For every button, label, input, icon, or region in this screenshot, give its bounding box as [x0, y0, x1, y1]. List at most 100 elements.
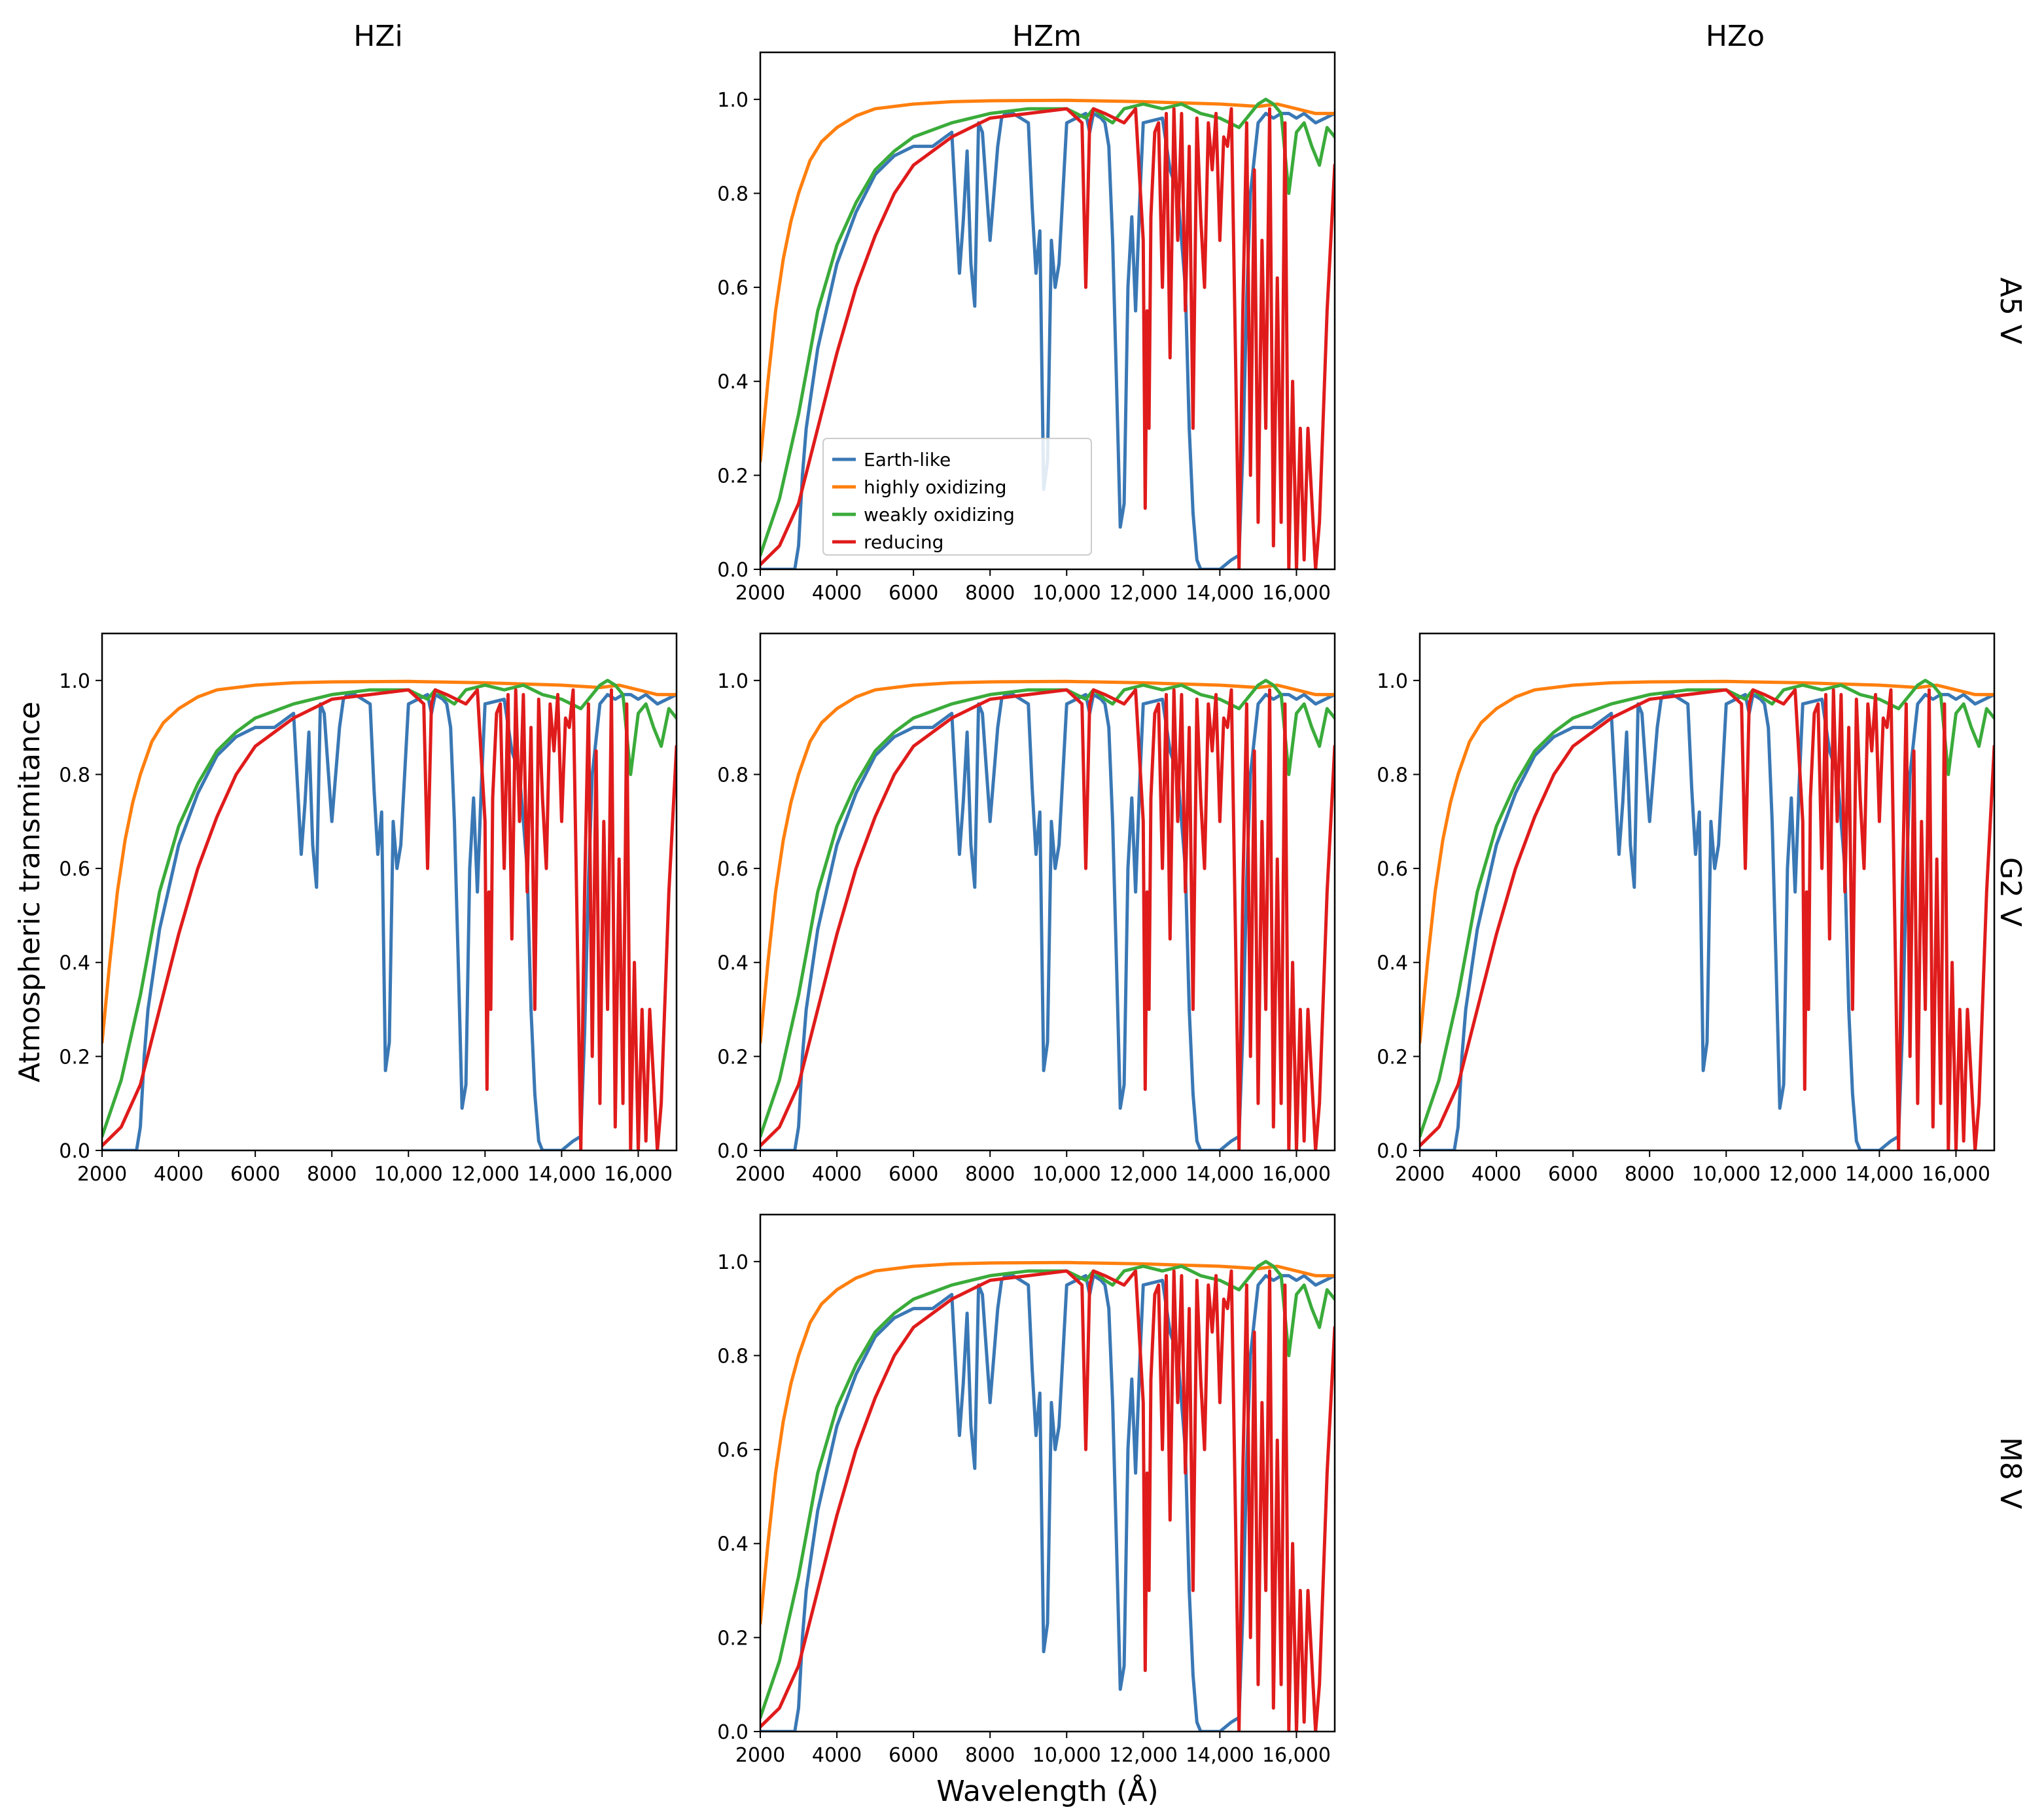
y-tick-label: 0.4	[59, 952, 90, 975]
x-tick-label: 10,000	[1032, 582, 1101, 605]
x-axis-label: Wavelength (Å)	[936, 1773, 1158, 1808]
x-tick-label: 16,000	[1922, 1163, 1990, 1186]
x-tick-label: 4000	[812, 1163, 862, 1186]
series-line-reducing	[1420, 688, 1994, 1150]
x-tick-label: 14,000	[527, 1163, 596, 1186]
x-tick-label: 16,000	[1262, 1744, 1331, 1767]
legend-entry: Earth-like	[864, 449, 951, 471]
y-tick-label: 0.2	[717, 1046, 749, 1069]
column-title-hzi: HZi	[353, 20, 402, 53]
legend-entry: reducing	[864, 531, 943, 553]
x-tick-label: 16,000	[1262, 582, 1331, 605]
row-title-a5-v: A5 V	[1994, 277, 2027, 344]
series-group	[102, 679, 677, 1150]
x-tick-label: 14,000	[1845, 1163, 1914, 1186]
y-tick-label: 0.8	[59, 764, 90, 787]
row-title-m8-v: M8 V	[1994, 1437, 2027, 1509]
x-tick-label: 4000	[812, 582, 862, 605]
y-tick-label: 0.0	[1377, 1140, 1408, 1163]
series-line-weakly-oxidizing	[102, 679, 677, 1138]
y-tick-label: 0.4	[717, 952, 749, 975]
series-group	[760, 98, 1335, 569]
axes-frame	[759, 632, 1336, 1152]
column-title-hzo: HZo	[1706, 20, 1765, 53]
y-tick-label: 0.0	[717, 1721, 749, 1744]
series-line-reducing	[760, 107, 1335, 569]
x-tick-label: 8000	[965, 582, 1015, 605]
y-tick-label: 0.6	[717, 858, 749, 881]
x-tick-label: 4000	[1471, 1163, 1521, 1186]
y-tick-label: 0.4	[717, 371, 749, 394]
legend-entry: highly oxidizing	[864, 476, 1006, 498]
series-line-weakly-oxidizing	[760, 1260, 1335, 1719]
x-tick-label: 6000	[889, 1744, 938, 1767]
x-tick-label: 14,000	[1186, 1163, 1254, 1186]
series-group	[760, 679, 1335, 1150]
x-tick-label: 8000	[1625, 1163, 1674, 1186]
x-tick-label: 8000	[307, 1163, 357, 1186]
y-tick-label: 0.0	[717, 559, 749, 582]
y-tick-label: 0.4	[717, 1533, 749, 1556]
legend-box	[822, 438, 1092, 556]
figure-layer: HZi HZm HZo A5 V G2 V M8 V Atmospheric transmi…	[13, 20, 2027, 1808]
x-tick-label: 10,000	[1032, 1163, 1101, 1186]
y-tick-label: 0.6	[717, 1439, 749, 1462]
x-tick-label: 16,000	[1262, 1163, 1331, 1186]
series-line-highly-oxidizing	[760, 1260, 1335, 1626]
panel-g2v-hzo: 2000 4000 6000 8000 10,000 12,000 14,000 16,000…	[1377, 632, 1996, 1186]
y-tick-label: 0.6	[59, 858, 90, 881]
y-tick-label: 0.8	[717, 764, 749, 787]
x-tick-label: 12,000	[1109, 1744, 1178, 1767]
x-tick-label: 10,000	[1032, 1744, 1101, 1767]
x-tick-label: 8000	[965, 1744, 1015, 1767]
x-tick-label: 6000	[889, 582, 938, 605]
y-tick-label: 0.2	[717, 1627, 749, 1650]
y-tick-label: 0.2	[1377, 1046, 1408, 1069]
x-tick-label: 12,000	[1109, 582, 1178, 605]
panel-g2v-hzi: 2000 4000 6000 8000 10,000 12,000 14,000 16,000…	[59, 632, 678, 1186]
x-tick-label: 6000	[230, 1163, 280, 1186]
x-tick-label: 2000	[1395, 1163, 1445, 1186]
y-tick-label: 0.2	[717, 465, 749, 488]
y-tick-label: 0.0	[59, 1140, 90, 1163]
legend-entry: weakly oxidizing	[864, 504, 1015, 525]
y-tick-label: 0.6	[1377, 858, 1408, 881]
series-line-weakly-oxidizing	[760, 679, 1335, 1138]
x-tick-label: 16,000	[604, 1163, 673, 1186]
x-tick-label: 6000	[1548, 1163, 1598, 1186]
y-tick-label: 0.6	[717, 277, 749, 300]
series-line-highly-oxidizing	[760, 98, 1335, 463]
y-tick-label: 1.0	[717, 89, 749, 112]
series-line-highly-oxidizing	[760, 679, 1335, 1044]
y-tick-label: 1.0	[59, 670, 90, 693]
y-tick-label: 0.0	[717, 1140, 749, 1163]
panel-a5v-hzm: 2000 4000 6000 8000 10,000 12,000 14,000 16,000…	[717, 51, 1336, 605]
x-tick-label: 14,000	[1186, 582, 1254, 605]
x-tick-label: 8000	[965, 1163, 1015, 1186]
x-tick-label: 2000	[735, 582, 785, 605]
series-line-reducing	[102, 688, 677, 1150]
x-tick-label: 2000	[735, 1163, 785, 1186]
y-tick-label: 0.2	[59, 1046, 90, 1069]
x-tick-label: 14,000	[1186, 1744, 1254, 1767]
panel-m8v-hzm: 2000 4000 6000 8000 10,000 12,000 14,000 16,000…	[717, 1213, 1336, 1767]
series-line-reducing	[760, 1269, 1335, 1732]
series-line-weakly-oxidizing	[760, 98, 1335, 557]
y-axis-label: Atmospheric transmitance	[13, 702, 46, 1082]
x-tick-label: 12,000	[1769, 1163, 1837, 1186]
legend: Earth-like highly oxidizing weakly oxidizi…	[822, 438, 1092, 556]
x-tick-label: 2000	[77, 1163, 127, 1186]
panel-g2v-hzm: 2000 4000 6000 8000 10,000 12,000 14,000 16,000…	[717, 632, 1336, 1186]
x-tick-label: 4000	[154, 1163, 203, 1186]
x-tick-label: 12,000	[451, 1163, 520, 1186]
y-tick-label: 0.8	[717, 1345, 749, 1368]
row-title-g2-v: G2 V	[1994, 857, 2027, 927]
y-tick-label: 0.8	[717, 183, 749, 205]
column-title-hzm: HZm	[1012, 20, 1082, 53]
y-tick-label: 0.8	[1377, 764, 1408, 787]
series-line-highly-oxidizing	[1420, 679, 1994, 1044]
y-tick-label: 0.4	[1377, 952, 1408, 975]
x-tick-label: 12,000	[1109, 1163, 1178, 1186]
x-tick-label: 4000	[812, 1744, 862, 1767]
